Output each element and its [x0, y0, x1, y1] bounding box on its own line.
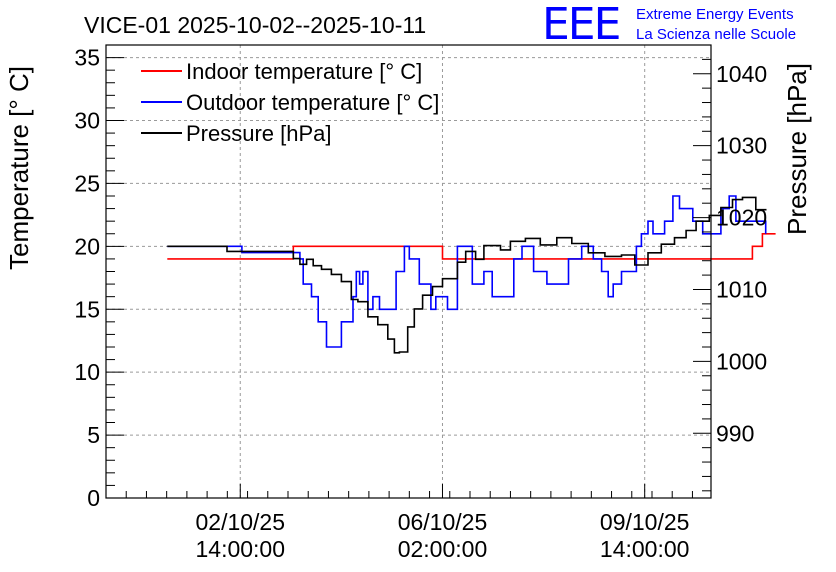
y-tick-label: 15: [74, 296, 100, 322]
y-tick-label: 10: [74, 359, 100, 385]
eee-logo-line2: La Scienza nelle Scuole: [636, 26, 796, 43]
right-axis: 990 1000 1010 1020 1030 1040: [693, 44, 767, 492]
x-tick-label-time: 14:00:00: [600, 536, 690, 562]
x-tick-label-date: 09/10/25: [600, 509, 690, 535]
y-tick-label: 5: [87, 422, 100, 448]
x-tick-label-time: 14:00:00: [195, 536, 285, 562]
eee-logo-mark: EEE: [542, 0, 619, 50]
left-axis-title: Temperature [° C]: [4, 66, 34, 270]
eee-logo: EEE Extreme Energy Events La Scienza nel…: [542, 0, 796, 50]
y2-tick-label: 1000: [716, 348, 767, 374]
series-line-pressure: [167, 196, 767, 354]
y2-tick-label: 1020: [716, 205, 767, 231]
x-axis: 02/10/2514:00:0006/10/2502:00:0009/10/25…: [105, 484, 693, 562]
x-tick-label-date: 02/10/25: [195, 509, 285, 535]
right-axis-title: Pressure [hPa]: [782, 63, 812, 235]
y2-tick-label: 1030: [716, 133, 767, 159]
y-tick-label: 20: [74, 233, 100, 259]
y-tick-label: 30: [74, 108, 100, 134]
legend-label-pressure: Pressure [hPa]: [186, 121, 332, 146]
y-tick-label: 35: [74, 45, 100, 71]
x-tick-label-date: 06/10/25: [398, 509, 488, 535]
legend: Indoor temperature [° C] Outdoor tempera…: [141, 59, 439, 146]
series-line-outdoor: [167, 195, 767, 348]
legend-label-indoor: Indoor temperature [° C]: [186, 59, 422, 84]
y-tick-label: 25: [74, 170, 100, 196]
series-layer: [167, 195, 776, 354]
chart-title: VICE-01 2025-10-02--2025-10-11: [84, 12, 426, 38]
series-line-indoor: [167, 233, 776, 260]
legend-label-outdoor: Outdoor temperature [° C]: [186, 90, 439, 115]
y2-tick-label: 990: [716, 420, 754, 446]
y2-tick-label: 1010: [716, 276, 767, 302]
x-tick-label-time: 02:00:00: [398, 536, 488, 562]
y2-tick-label: 1040: [716, 61, 767, 87]
left-axis: 0 5 10 15 20 25 30 35: [74, 44, 124, 511]
eee-logo-line1: Extreme Energy Events: [636, 6, 794, 23]
y-tick-label: 0: [87, 485, 100, 511]
